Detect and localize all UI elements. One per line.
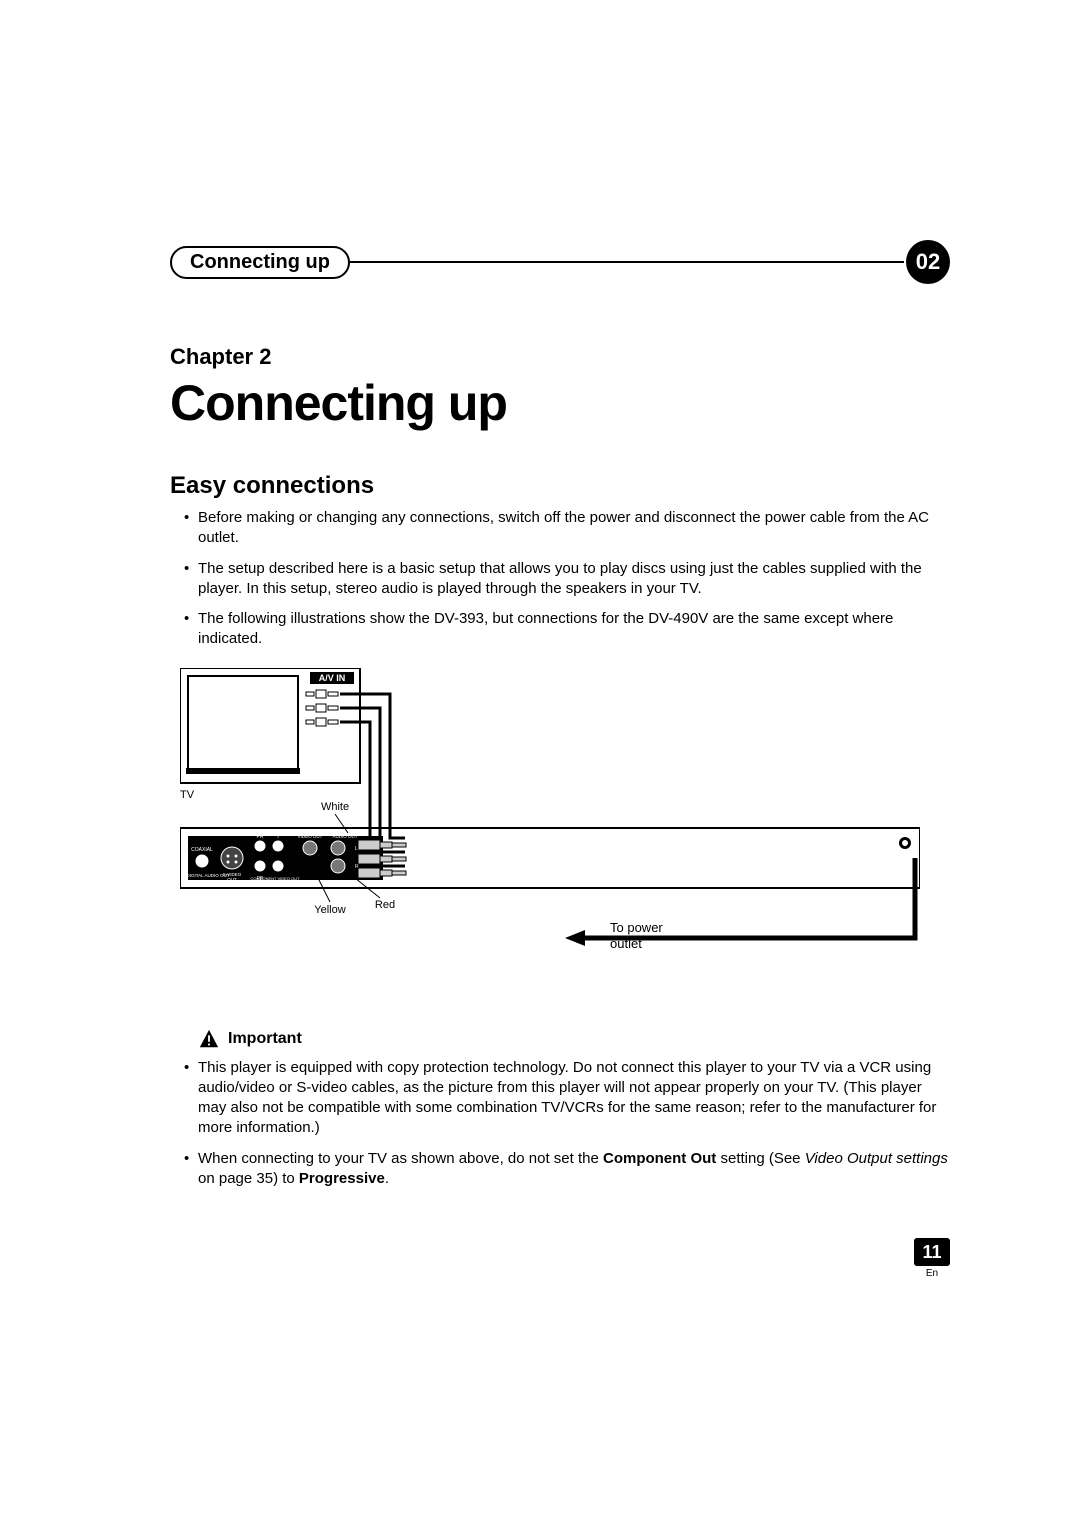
header-rule	[350, 261, 904, 263]
page-number: 11	[914, 1238, 950, 1266]
page-content: Connecting up 02 Chapter 2 Connecting up…	[170, 240, 950, 1199]
power-label-2: outlet	[610, 936, 642, 951]
svg-text:AUDIO OUT: AUDIO OUT	[332, 834, 357, 839]
power-label-1: To power	[610, 920, 663, 935]
list-item: This player is equipped with copy protec…	[198, 1058, 950, 1139]
list-item: The setup described here is a basic setu…	[198, 559, 950, 600]
svg-text:COAXIAL: COAXIAL	[191, 847, 213, 853]
chapter-title: Connecting up	[170, 374, 950, 432]
avin-label: A/V IN	[319, 673, 346, 683]
svg-text:COMPONENT VIDEO OUT: COMPONENT VIDEO OUT	[250, 876, 300, 881]
connection-diagram: A/V IN TV White COAXIAL DIGITAL AU	[180, 668, 920, 968]
yellow-label: Yellow	[314, 904, 345, 916]
important-heading: Important	[198, 1028, 950, 1050]
list-item: Before making or changing any connection…	[198, 508, 950, 549]
section-bullets: Before making or changing any connection…	[170, 508, 950, 650]
list-item: The following illustrations show the DV-…	[198, 609, 950, 650]
running-title: Connecting up	[170, 246, 350, 279]
list-item: When connecting to your TV as shown abov…	[198, 1149, 950, 1190]
important-label: Important	[228, 1030, 302, 1048]
svg-text:OUT: OUT	[227, 877, 237, 882]
svg-text:PR: PR	[257, 834, 264, 840]
tv-label: TV	[180, 789, 195, 801]
running-header: Connecting up 02	[170, 240, 950, 284]
chapter-number-badge: 02	[906, 240, 950, 284]
red-label: Red	[375, 899, 395, 911]
chapter-label: Chapter 2	[170, 344, 950, 370]
important-bullets: This player is equipped with copy protec…	[170, 1058, 950, 1190]
page-footer: 11 En	[914, 1238, 950, 1279]
diagram-svg: A/V IN TV White COAXIAL DIGITAL AU	[180, 668, 920, 968]
warning-icon	[198, 1028, 220, 1050]
white-label: White	[321, 801, 349, 813]
section-title: Easy connections	[170, 472, 950, 500]
page-language: En	[914, 1268, 950, 1279]
svg-text:VIDEO OUT: VIDEO OUT	[298, 834, 323, 839]
